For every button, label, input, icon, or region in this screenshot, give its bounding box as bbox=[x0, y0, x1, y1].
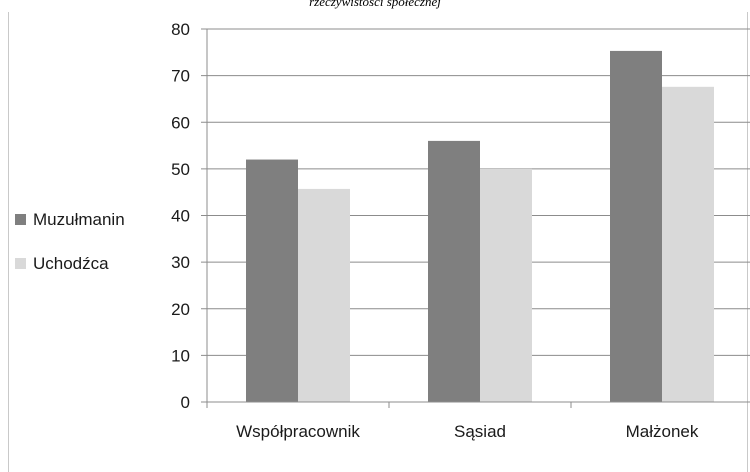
x-tick-label: Współpracownik bbox=[236, 422, 360, 441]
y-tick-label: 50 bbox=[171, 160, 190, 179]
bar bbox=[428, 140, 480, 402]
bar-chart: 0 10 20 30 40 50 60 70 80 Współpracownik Sąsiad Ma… bbox=[15, 20, 750, 441]
figure-caption: rzeczywistości społecznej bbox=[309, 0, 441, 9]
y-tick-label: 60 bbox=[171, 113, 190, 132]
legend-swatch bbox=[15, 258, 26, 269]
bars bbox=[246, 50, 714, 402]
y-tick-label: 30 bbox=[171, 253, 190, 272]
legend: Muzułmanin Uchodźca bbox=[15, 210, 125, 273]
axes bbox=[201, 28, 750, 408]
bar bbox=[480, 168, 532, 402]
chart-figure: rzeczywistości społecznej 0 10 20 30 40 50 60 7… bbox=[8, 0, 750, 472]
bar bbox=[662, 86, 714, 402]
bar bbox=[610, 50, 662, 402]
bar bbox=[298, 188, 350, 402]
x-tick-label: Sąsiad bbox=[454, 422, 506, 441]
x-tick-label: Małżonek bbox=[626, 422, 699, 441]
y-tick-label: 10 bbox=[171, 346, 190, 365]
y-tick-label: 20 bbox=[171, 300, 190, 319]
legend-label: Muzułmanin bbox=[33, 210, 125, 229]
x-tick-labels: Współpracownik Sąsiad Małżonek bbox=[236, 422, 699, 441]
chart-frame bbox=[8, 12, 748, 472]
legend-label: Uchodźca bbox=[33, 254, 109, 273]
bar bbox=[246, 159, 298, 402]
legend-swatch bbox=[15, 214, 26, 225]
y-tick-label: 70 bbox=[171, 67, 190, 86]
y-tick-label: 40 bbox=[171, 207, 190, 226]
y-tick-label: 80 bbox=[171, 20, 190, 39]
y-tick-label: 0 bbox=[181, 393, 190, 412]
y-tick-labels: 0 10 20 30 40 50 60 70 80 bbox=[171, 20, 190, 412]
